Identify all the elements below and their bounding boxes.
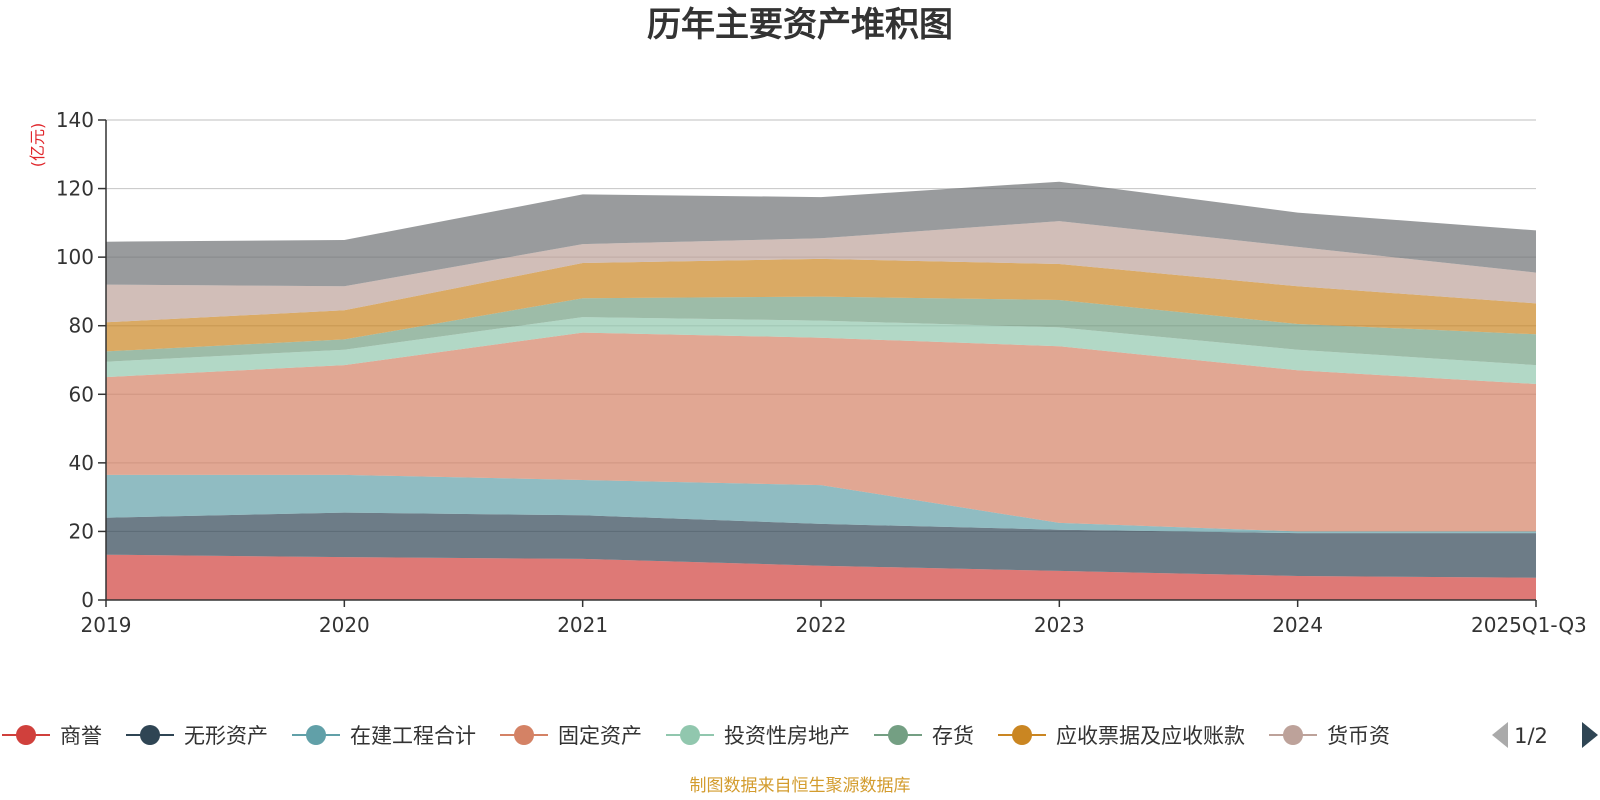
- y-tick-label: 20: [69, 519, 94, 543]
- legend-marker-icon: [888, 725, 908, 745]
- legend-page-indicator: 1/2: [1514, 724, 1548, 748]
- legend-items: 商誉 无形资产 在建工程合计 固定资产 投资性房地产 存货 应收票据及应收账款 货币资: [2, 724, 1390, 748]
- legend-marker-icon: [1012, 725, 1032, 745]
- area-series-0: [106, 554, 1536, 600]
- x-tick-label: 2021: [557, 613, 608, 637]
- legend-marker-icon: [514, 725, 534, 745]
- legend-item[interactable]: 存货: [874, 724, 974, 748]
- legend-label: 货币资: [1327, 724, 1390, 748]
- legend-label: 固定资产: [558, 724, 642, 748]
- y-tick-label: 120: [56, 177, 94, 201]
- x-tick-label: 2019: [81, 613, 132, 637]
- y-tick-label: 0: [81, 588, 94, 612]
- y-axis-unit-label: (亿元): [28, 123, 47, 168]
- legend-item[interactable]: 无形资产: [126, 724, 268, 748]
- y-tick-label: 40: [69, 451, 94, 475]
- legend-marker-icon: [306, 725, 326, 745]
- x-tick-label: 2025Q1-Q3: [1471, 613, 1587, 637]
- legend-item[interactable]: 货币资: [1269, 724, 1390, 748]
- legend-marker-icon: [1283, 725, 1303, 745]
- legend-item[interactable]: 固定资产: [500, 724, 642, 748]
- chart-title: 历年主要资产堆积图: [647, 5, 953, 45]
- axes: 0 20 40 60 80 100 120 140 2019 2020 2021 2022 2023 20…: [56, 108, 1587, 637]
- y-tick-label: 140: [56, 108, 94, 132]
- legend-label: 商誉: [60, 724, 102, 748]
- area-series-8: [106, 181, 1536, 287]
- area-series-3: [106, 332, 1536, 532]
- legend-marker-icon: [140, 725, 160, 745]
- area-series-4: [106, 317, 1536, 384]
- legend-marker-icon: [680, 725, 700, 745]
- legend-label: 存货: [932, 724, 974, 748]
- area-series-1: [106, 512, 1536, 578]
- x-tick-label: 2023: [1034, 613, 1085, 637]
- legend-prev-page-icon[interactable]: [1492, 722, 1508, 748]
- legend-item[interactable]: 应收票据及应收账款: [998, 724, 1245, 748]
- area-series-5: [106, 296, 1536, 366]
- legend: 商誉 无形资产 在建工程合计 固定资产 投资性房地产 存货 应收票据及应收账款 货币资 1/2: [2, 722, 1598, 748]
- legend-next-page-icon[interactable]: [1582, 722, 1598, 748]
- legend-label: 投资性房地产: [724, 724, 850, 748]
- x-tick-label: 2024: [1272, 613, 1323, 637]
- y-tick-label: 60: [69, 382, 94, 406]
- area-series-7: [106, 221, 1536, 323]
- y-tick-label: 100: [56, 245, 94, 269]
- x-tick-label: 2020: [319, 613, 370, 637]
- legend-item[interactable]: 投资性房地产: [666, 724, 850, 748]
- area-series-group: [106, 181, 1536, 600]
- legend-item[interactable]: 商誉: [2, 724, 102, 748]
- legend-label: 在建工程合计: [350, 724, 476, 748]
- legend-label: 无形资产: [184, 724, 268, 748]
- area-series-2: [106, 474, 1536, 534]
- x-tick-label: 2022: [796, 613, 847, 637]
- legend-item[interactable]: 在建工程合计: [292, 724, 476, 748]
- data-source-note: 制图数据来自恒生聚源数据库: [690, 776, 911, 796]
- legend-marker-icon: [16, 725, 36, 745]
- legend-label: 应收票据及应收账款: [1056, 724, 1245, 748]
- area-series-6: [106, 258, 1536, 352]
- y-tick-label: 80: [69, 314, 94, 338]
